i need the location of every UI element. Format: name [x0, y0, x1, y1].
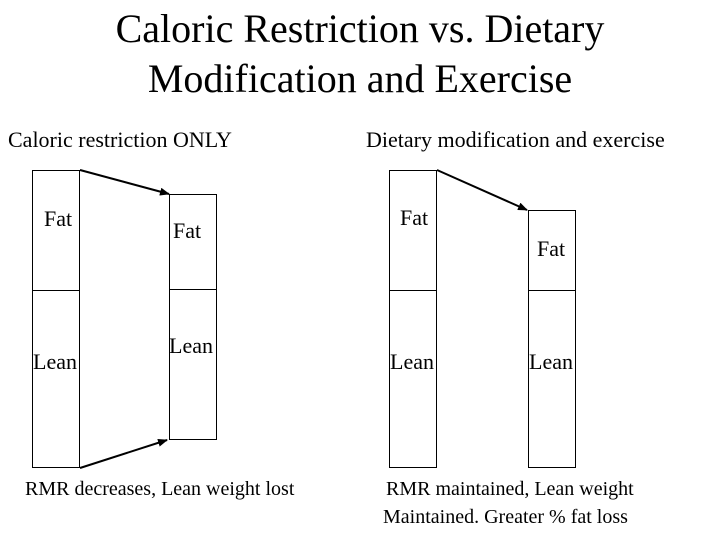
left-heading: Caloric restriction ONLY [8, 127, 232, 152]
slide-title-line-1: Caloric Restriction vs. Dietary [115, 6, 605, 51]
left-bottom-arrow [79, 438, 168, 469]
left-before-bar [32, 170, 80, 468]
right-after-lean-label: Lean [529, 349, 573, 374]
right-before-fat-segment [390, 171, 436, 291]
left-after-lean-label: Lean [169, 333, 213, 358]
right-caption-line-1: RMR maintained, Lean weight [386, 478, 634, 500]
right-before-fat-label: Fat [400, 205, 429, 230]
left-before-lean-label: Lean [33, 349, 77, 374]
right-after-fat-label: Fat [537, 236, 566, 261]
left-after-bar [169, 194, 217, 440]
right-after-bar [528, 210, 576, 468]
right-after-fat-segment [529, 211, 575, 291]
left-after-fat-label: Fat [173, 218, 202, 243]
left-caption: RMR decreases, Lean weight lost [25, 478, 295, 500]
left-after-fat-segment [170, 195, 216, 290]
slide-title-line-2: Modification and Exercise [147, 56, 573, 101]
left-before-fat-segment [33, 171, 79, 291]
right-caption-line-2: Maintained. Greater % fat loss [383, 506, 628, 528]
left-top-arrow [79, 169, 170, 196]
right-top-arrow [436, 169, 528, 211]
right-before-bar [389, 170, 437, 468]
left-before-fat-label: Fat [44, 206, 73, 231]
right-before-lean-label: Lean [390, 349, 434, 374]
right-heading: Dietary modification and exercise [366, 127, 665, 152]
